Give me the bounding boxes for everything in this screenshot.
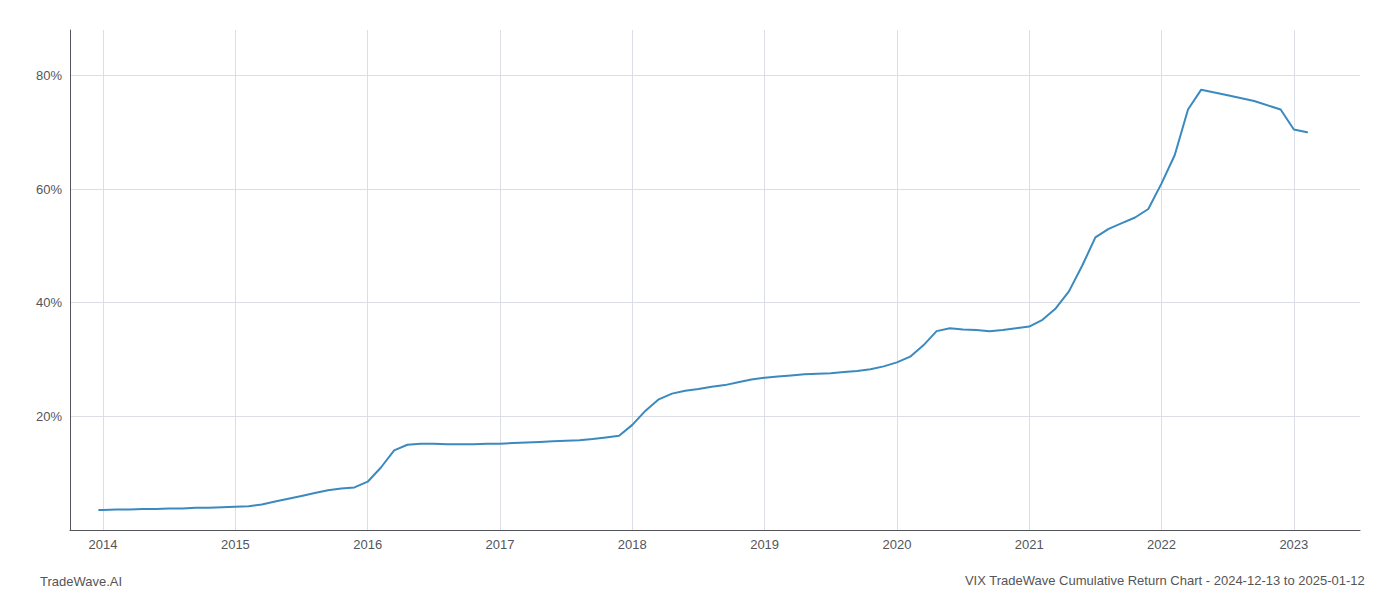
svg-text:2016: 2016	[353, 537, 382, 552]
svg-text:2015: 2015	[221, 537, 250, 552]
svg-text:2014: 2014	[89, 537, 118, 552]
svg-text:2017: 2017	[486, 537, 515, 552]
svg-text:VIX TradeWave Cumulative Retur: VIX TradeWave Cumulative Return Chart - …	[965, 573, 1365, 588]
svg-text:2023: 2023	[1279, 537, 1308, 552]
svg-text:2021: 2021	[1015, 537, 1044, 552]
svg-text:40%: 40%	[36, 295, 62, 310]
svg-text:20%: 20%	[36, 409, 62, 424]
svg-text:2018: 2018	[618, 537, 647, 552]
svg-text:2022: 2022	[1147, 537, 1176, 552]
svg-text:2019: 2019	[750, 537, 779, 552]
svg-text:80%: 80%	[36, 68, 62, 83]
svg-text:TradeWave.AI: TradeWave.AI	[40, 574, 122, 589]
svg-text:2020: 2020	[882, 537, 911, 552]
svg-text:60%: 60%	[36, 182, 62, 197]
